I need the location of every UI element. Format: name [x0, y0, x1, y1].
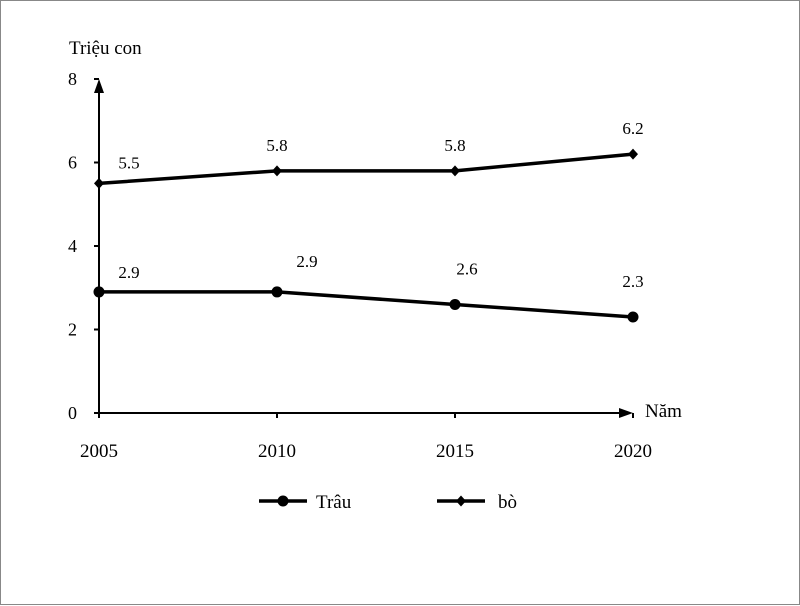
legend: Trâu bò — [259, 492, 517, 513]
x-tick-label: 2015 — [436, 441, 474, 462]
y-tick-label: 6 — [68, 153, 77, 173]
data-point — [450, 165, 460, 177]
legend-label-1: bò — [498, 492, 517, 513]
legend-marker-0 — [277, 495, 289, 507]
data-label: 5.5 — [118, 153, 139, 172]
y-tick-label: 0 — [68, 403, 77, 423]
data-point — [271, 286, 283, 298]
data-label: 2.3 — [622, 272, 643, 291]
x-ticks: 2005 2010 2015 2020 — [80, 413, 652, 462]
y-ticks: 0 2 4 6 8 — [68, 69, 99, 423]
x-tick-label: 2010 — [258, 441, 296, 462]
series-group — [93, 148, 639, 323]
y-tick-label: 2 — [68, 320, 77, 340]
data-label: 6.2 — [622, 119, 643, 138]
data-label: 2.9 — [118, 263, 139, 282]
data-labels: 2.9 2.9 2.6 2.3 5.5 5.8 5.8 6.2 — [118, 119, 643, 291]
y-tick-label: 8 — [68, 69, 77, 89]
data-point — [93, 286, 105, 298]
data-point — [272, 165, 282, 177]
series-line-0 — [99, 290, 634, 319]
series-line-1 — [98, 152, 634, 186]
axes — [94, 79, 633, 418]
legend-label-0: Trâu — [316, 492, 352, 513]
data-label: 5.8 — [444, 136, 465, 155]
data-point — [94, 177, 104, 189]
x-axis-label: Năm — [645, 401, 682, 422]
y-axis-label: Triệu con — [69, 38, 142, 59]
x-tick-label: 2020 — [614, 441, 652, 462]
data-point — [627, 311, 639, 323]
data-point — [449, 298, 461, 310]
y-axis-arrow — [94, 79, 104, 93]
data-point — [628, 148, 638, 160]
data-label: 2.6 — [456, 259, 477, 278]
y-tick-label: 4 — [68, 236, 77, 256]
data-label: 2.9 — [296, 252, 317, 271]
x-tick-label: 2005 — [80, 441, 118, 462]
x-axis-arrow — [619, 408, 633, 418]
legend-marker-1 — [456, 495, 466, 507]
data-label: 5.8 — [266, 136, 287, 155]
